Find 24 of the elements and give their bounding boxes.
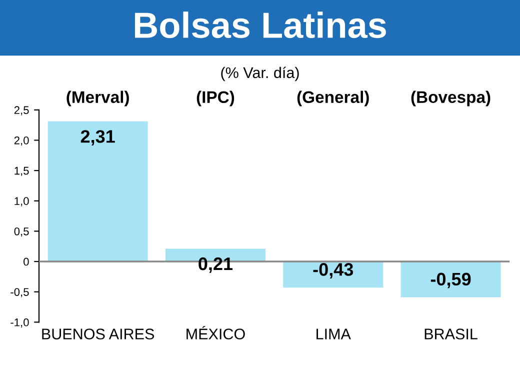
y-tick-label: 1,5 bbox=[14, 166, 29, 176]
text: (General) bbox=[297, 90, 369, 106]
text: (IPC) bbox=[196, 90, 234, 106]
y-tick-label: 0,5 bbox=[14, 227, 29, 237]
y-tick-label: 0 bbox=[24, 258, 29, 266]
bar bbox=[400, 262, 501, 298]
x-tick-label: LIMA bbox=[316, 328, 351, 340]
x-tick-label: BRASIL bbox=[424, 328, 478, 340]
data-label: -0,43 bbox=[313, 263, 354, 278]
chart-subtitle: (% Var. día) bbox=[221, 66, 299, 82]
data-label: 2,31 bbox=[80, 130, 115, 146]
text: (Bovespa) bbox=[411, 90, 490, 106]
y-tick-label: 1,0 bbox=[14, 197, 29, 206]
bar bbox=[48, 121, 148, 262]
text: (Merval) bbox=[66, 90, 129, 106]
chart-title: Bolsas Latinas bbox=[134, 12, 386, 38]
y-tick-label: 2,0 bbox=[14, 136, 29, 146]
x-tick-label: MÉXICO bbox=[186, 326, 245, 340]
data-label: 0,21 bbox=[198, 257, 233, 273]
y-tick-label: -1,0 bbox=[10, 318, 29, 328]
data-label: -0,59 bbox=[430, 272, 471, 288]
y-tick-label: 2,5 bbox=[14, 106, 29, 116]
y-tick-label: -0,5 bbox=[10, 288, 29, 298]
x-tick-label: BUENOS AIRES bbox=[42, 328, 154, 340]
